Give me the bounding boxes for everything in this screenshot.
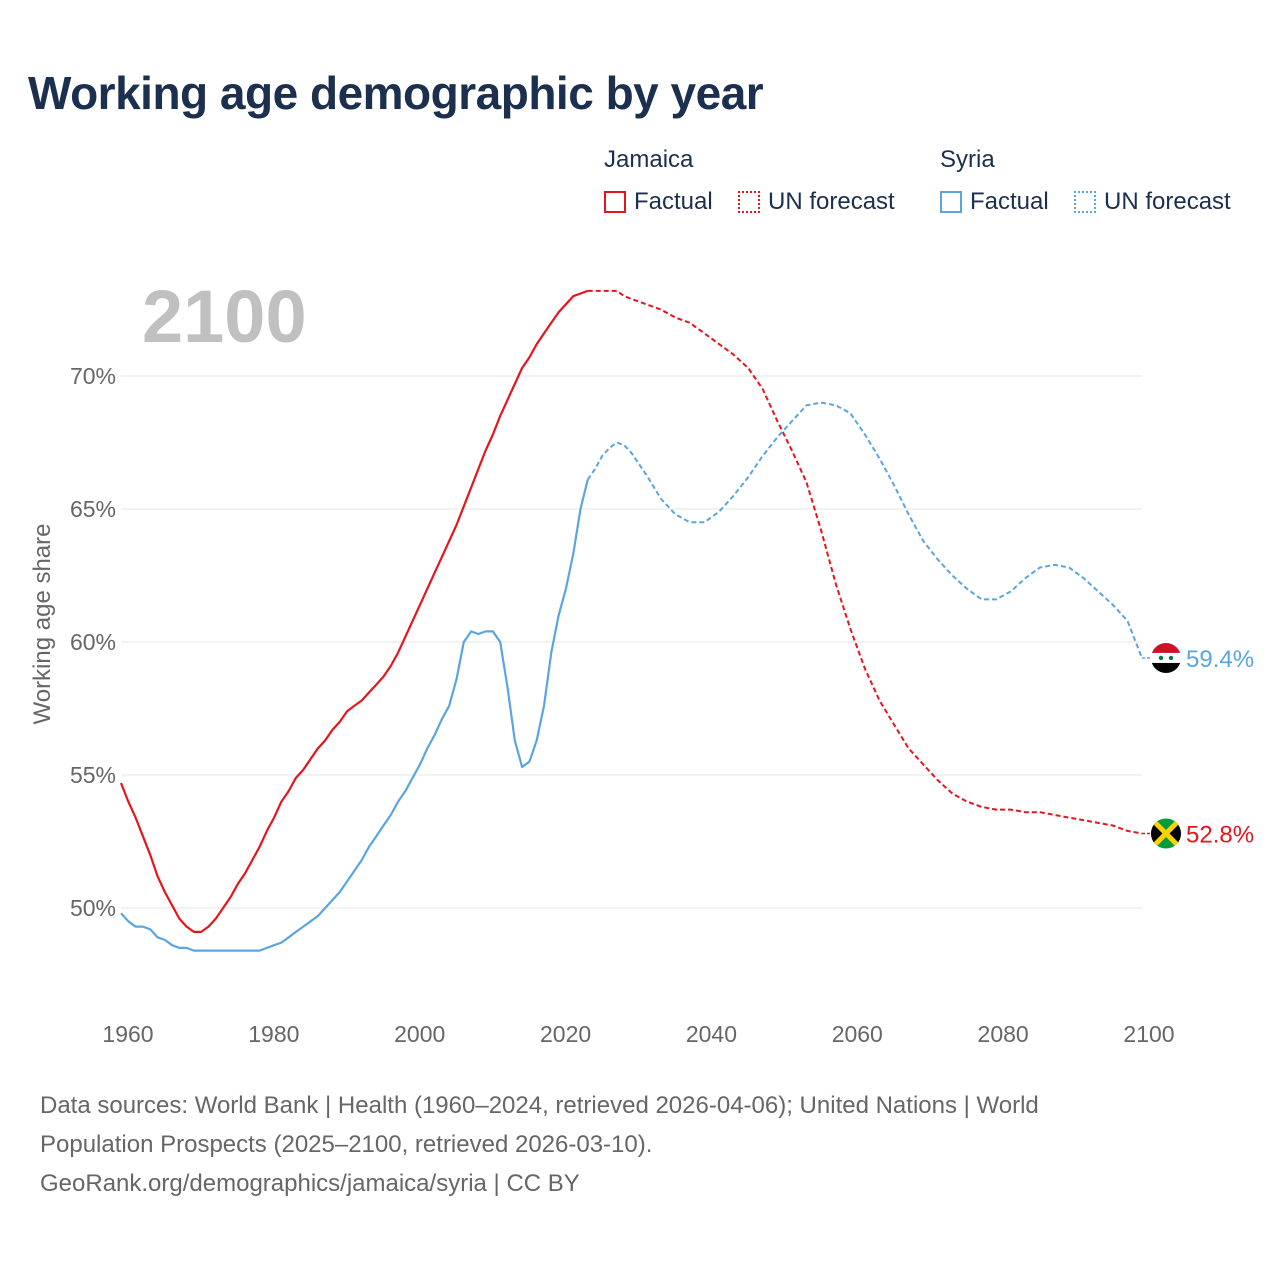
x-tick-label: 2080 (978, 1021, 1029, 1047)
x-tick-label: 2000 (394, 1021, 445, 1047)
chart-title: Working age demographic by year (28, 67, 764, 119)
series-syria-forecast-line (586, 401, 1143, 659)
legend-jamaica-factual[interactable]: Factual (604, 188, 713, 216)
legend-dotted-swatch-icon (1074, 191, 1096, 213)
y-tick-label: 65% (70, 496, 116, 522)
series-jamaica-forecast-line (587, 289, 1143, 835)
footer-sources: Data sources: World Bank | Health (1960–… (40, 1086, 1220, 1203)
legend-jamaica-factual-label: Factual (634, 188, 713, 215)
y-tick-label: 55% (70, 762, 116, 788)
footer-line-1: Data sources: World Bank | Health (1960–… (40, 1092, 1039, 1119)
legend-country-jamaica: Jamaica (604, 146, 694, 173)
series-jamaica-end-label: 52.8% (1186, 822, 1254, 849)
legend-country-syria: Syria (940, 146, 995, 173)
legend-syria-factual-label: Factual (970, 188, 1049, 215)
x-tick-label: 2040 (686, 1021, 737, 1047)
x-tick-label: 1980 (248, 1021, 299, 1047)
y-tick-label: 70% (70, 363, 116, 389)
footer-line-3: GeoRank.org/demographics/jamaica/syria |… (40, 1170, 580, 1197)
legend-jamaica-forecast[interactable]: UN forecast (738, 188, 895, 216)
series-jamaica-factual-line (119, 289, 589, 933)
y-axis-label: Working age share (29, 524, 56, 725)
footer-line-2: Population Prospects (2025–2100, retriev… (40, 1131, 653, 1158)
legend-syria-forecast-label: UN forecast (1104, 188, 1231, 215)
x-tick-label: 2100 (1123, 1021, 1174, 1047)
legend-syria-forecast[interactable]: UN forecast (1074, 188, 1231, 216)
year-watermark: 2100 (142, 275, 307, 358)
x-tick-label: 1960 (102, 1021, 153, 1047)
legend-syria-factual[interactable]: Factual (940, 188, 1049, 216)
x-tick-label: 2020 (540, 1021, 591, 1047)
jamaica-flag-icon (1151, 818, 1181, 849)
series-syria-end-label: 59.4% (1186, 646, 1254, 673)
series-syria-factual-line (120, 479, 589, 952)
legend-jamaica-forecast-label: UN forecast (768, 188, 895, 215)
legend-solid-swatch-icon (940, 191, 962, 213)
legend-dotted-swatch-icon (738, 191, 760, 213)
y-tick-label: 60% (70, 629, 116, 655)
x-tick-label: 2060 (832, 1021, 883, 1047)
legend-solid-swatch-icon (604, 191, 626, 213)
syria-flag-icon (1151, 642, 1181, 673)
y-tick-label: 50% (70, 895, 116, 921)
